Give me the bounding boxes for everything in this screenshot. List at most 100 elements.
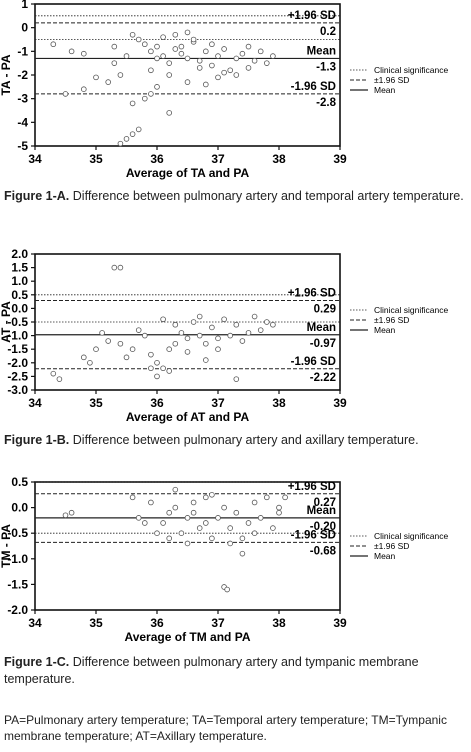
data-point [184, 540, 191, 547]
data-point [209, 535, 215, 542]
lower-sd-label: -1.96 SD [291, 356, 336, 368]
caption-text: Difference between pulmonary artery and … [4, 655, 419, 686]
data-point [227, 525, 234, 531]
data-point [233, 321, 240, 328]
data-point [111, 43, 118, 50]
data-point [203, 340, 209, 347]
y-tick-label: -1.5 [7, 342, 28, 356]
data-point [56, 376, 63, 382]
data-point [215, 515, 221, 521]
data-point [203, 357, 209, 363]
data-point [166, 72, 173, 78]
mean-label: Mean [307, 322, 336, 334]
data-point [172, 321, 179, 328]
data-point [209, 491, 215, 498]
data-point [209, 41, 215, 48]
data-point [93, 74, 99, 81]
data-point [142, 95, 148, 102]
x-tick-label: 38 [272, 616, 286, 630]
x-tick-label: 34 [28, 396, 42, 410]
figure-caption-c: Figure 1-C. Difference between pulmonary… [4, 654, 466, 688]
data-point [178, 43, 185, 50]
bland-altman-chart-c: 0.5 0.0 -0.5 -1.0 -1.5 -2.034 35 36 37 38 39 Averag… [0, 475, 448, 644]
data-point [196, 65, 203, 71]
data-point [227, 332, 234, 339]
y-tick-label: -1.0 [7, 552, 28, 566]
figure-caption-b: Figure 1-B. Difference between pulmonary… [4, 432, 466, 449]
data-point [93, 346, 99, 352]
mean-value: -0.20 [310, 521, 336, 533]
caption-figure-label: Figure 1-A. [4, 189, 70, 203]
data-point [62, 91, 69, 97]
x-tick-label: 37 [211, 616, 225, 630]
y-tick-label: 0.0 [11, 301, 28, 315]
data-point [178, 530, 185, 536]
data-point [117, 72, 124, 78]
data-point [154, 360, 160, 366]
data-point [81, 354, 87, 361]
data-point [239, 550, 246, 557]
data-point [99, 330, 105, 336]
data-point [68, 48, 75, 55]
data-point [209, 324, 215, 331]
bland-altman-chart-a: 1 0 -1 -2 -3 -4 -534 35 36 37 38 39 Average of TA an… [0, 0, 448, 180]
caption-text: Difference between pulmonary artery and … [69, 433, 419, 447]
data-point [148, 91, 154, 97]
data-point [135, 327, 142, 333]
data-point [215, 346, 221, 352]
data-point [263, 319, 270, 325]
data-point [123, 354, 130, 361]
y-axis-label: TM - PA [0, 524, 13, 568]
data-point [221, 69, 227, 76]
data-point [166, 110, 173, 116]
plot-frame [34, 481, 341, 611]
upper-sd-label: +1.96 SD [288, 481, 336, 493]
data-point [203, 48, 209, 55]
data-point [233, 72, 240, 78]
data-point [142, 332, 148, 339]
data-point [257, 515, 264, 521]
data-point [239, 535, 246, 542]
data-point [209, 62, 215, 69]
data-point [239, 338, 246, 344]
data-point [135, 515, 142, 521]
data-point [196, 313, 203, 320]
data-point [184, 55, 191, 62]
legend-label: ±1.96 SD [374, 315, 409, 325]
data-point [142, 41, 148, 48]
data-point [233, 509, 240, 516]
data-point [123, 136, 130, 142]
data-point [166, 509, 173, 516]
data-point [178, 330, 185, 336]
data-point [196, 525, 203, 531]
data-point [154, 373, 160, 380]
x-tick-label: 34 [28, 152, 42, 166]
y-axis-label: AT - PA [0, 301, 13, 343]
data-point [203, 520, 209, 526]
upper-sd-value: 0.2 [320, 26, 336, 38]
data-point [251, 530, 258, 536]
data-point [148, 351, 154, 358]
data-point [166, 535, 173, 542]
data-point [178, 50, 185, 57]
data-point [105, 338, 111, 344]
figure-panel-b: 2.0 1.5 1.0 0.5 0.0 -0.5 -1.0 -1.5 -2.0 -2.5 -3.0 3… [0, 247, 471, 478]
x-tick-label: 35 [89, 396, 103, 410]
y-tick-label: -1.0 [7, 329, 28, 343]
data-point [282, 494, 288, 501]
lower-sd-value: -2.22 [310, 372, 336, 384]
data-point [166, 60, 173, 66]
data-point [160, 53, 166, 59]
y-tick-label: 1.0 [11, 274, 28, 288]
data-point [251, 313, 258, 320]
data-point [135, 126, 142, 133]
data-point [190, 509, 197, 516]
y-tick-label: -1.5 [7, 577, 28, 591]
x-tick-label: 36 [150, 616, 164, 630]
data-point [257, 48, 264, 55]
bland-altman-chart-b: 2.01.51.00.50.0-0.5-1.0-1.5-2.0-2.5-3.03… [0, 247, 448, 424]
x-tick-label: 39 [333, 396, 347, 410]
mean-value: -0.97 [310, 338, 336, 350]
data-point [129, 31, 136, 38]
data-point [50, 41, 57, 48]
